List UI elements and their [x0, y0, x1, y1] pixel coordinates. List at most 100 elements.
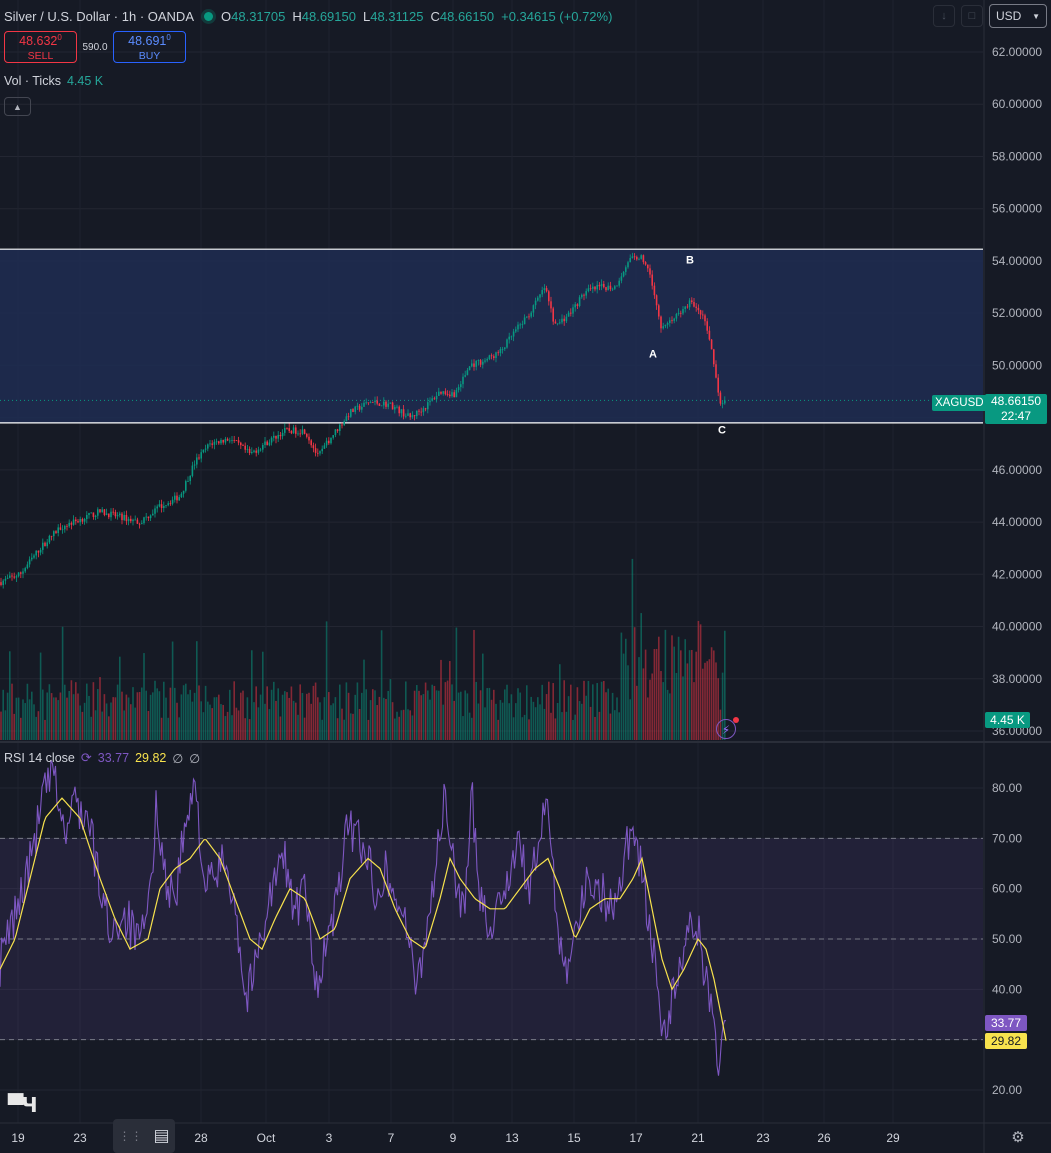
sell-price: 48.632 — [19, 34, 58, 49]
rsi-tick-label: 60.00 — [992, 882, 1022, 896]
volume-bar — [213, 697, 216, 740]
currency-select[interactable]: USD ▼ — [989, 4, 1047, 28]
candle-body — [336, 429, 339, 431]
volume-bar — [658, 636, 660, 740]
candle-body — [257, 449, 260, 453]
volume-bar — [400, 710, 403, 740]
volume-bar — [75, 682, 77, 740]
volume-bar — [609, 713, 612, 740]
rsi-legend[interactable]: RSI 14 close ⟳ 33.77 29.82 ∅ ∅ — [4, 750, 206, 766]
volume-bar — [328, 692, 330, 740]
volume-bar — [28, 699, 31, 740]
volume-bar — [33, 704, 35, 740]
volume-bar — [416, 685, 418, 740]
volume-bar — [169, 687, 172, 740]
candle-body — [706, 321, 708, 331]
volume-bar — [482, 653, 484, 740]
volume-bar — [244, 718, 246, 740]
chevron-up-icon: ▲ — [13, 101, 22, 112]
arrow-down-icon[interactable]: ↓ — [933, 5, 955, 27]
gear-icon[interactable]: ⚙ — [1011, 1129, 1025, 1146]
candle-body — [427, 402, 429, 410]
volume-bar — [121, 691, 123, 740]
volume-bar — [165, 697, 167, 740]
candle-body — [28, 559, 31, 565]
candle-body — [411, 415, 414, 418]
candle-body — [418, 410, 420, 412]
candle-body — [361, 406, 363, 410]
bottom-toolbar: ⋮⋮ ▤ — [113, 1119, 175, 1153]
volume-bar — [277, 688, 279, 740]
candle-body — [528, 316, 530, 318]
volume-bar — [211, 708, 213, 740]
sell-button[interactable]: 48.6320 SELL — [4, 31, 77, 63]
volume-bar — [189, 689, 191, 740]
image-icon[interactable]: ▤ — [153, 1126, 170, 1145]
candle-body — [352, 409, 354, 412]
volume-bar — [413, 690, 416, 740]
volume-bar — [341, 708, 343, 740]
volume-bar — [92, 682, 95, 740]
volume-bar — [548, 681, 550, 740]
volume-bar — [411, 715, 414, 740]
candle-body — [596, 284, 598, 290]
volume-bar — [532, 701, 535, 740]
volume-bar — [541, 684, 543, 740]
candle-body — [526, 316, 528, 318]
candle-body — [268, 442, 271, 446]
time-tick-label: 19 — [11, 1131, 25, 1145]
sync-icon[interactable]: ⟳ — [80, 750, 92, 765]
volume-bar — [598, 711, 601, 740]
candle-body — [363, 402, 365, 407]
candle-body — [176, 495, 178, 501]
candle-body — [281, 432, 284, 437]
volume-bar — [572, 719, 574, 740]
candle-body — [61, 529, 64, 531]
collapse-legend-button[interactable]: ▲ — [4, 97, 31, 116]
volume-bar — [218, 694, 220, 740]
volume-bar — [147, 711, 150, 740]
volume-bar — [83, 702, 86, 740]
volume-bar — [682, 676, 684, 740]
candle-body — [57, 527, 59, 534]
volume-legend[interactable]: Vol · Ticks 4.45 K — [4, 74, 103, 88]
tradingview-logo-icon[interactable]: ▀Ч — [8, 1093, 38, 1117]
candle-body — [554, 321, 557, 324]
candle-body — [200, 452, 202, 459]
volume-bar — [143, 653, 145, 740]
buy-button[interactable]: 48.6910 BUY — [113, 31, 186, 63]
notification-dot-icon — [733, 717, 739, 723]
price-tick-label: 46.00000 — [992, 463, 1042, 477]
candle-body — [534, 300, 537, 306]
lightning-icon[interactable]: ⚡ — [716, 717, 739, 739]
candle-body — [11, 575, 13, 577]
volume-bar — [336, 718, 339, 740]
volume-bar — [182, 685, 185, 740]
wave-labels: A B C — [649, 255, 726, 437]
time-tick-label: 13 — [505, 1131, 519, 1145]
drag-handle-icon[interactable]: ⋮⋮ — [118, 1129, 143, 1143]
candle-body — [556, 323, 559, 325]
fullscreen-icon[interactable]: □ — [961, 5, 983, 27]
candle-body — [330, 437, 332, 444]
candle-body — [710, 339, 713, 350]
volume-bar — [299, 684, 301, 740]
candle-body — [112, 511, 114, 513]
volume-bar — [156, 688, 158, 740]
symbol-title[interactable]: Silver / U.S. Dollar · 1h · OANDA — [4, 8, 194, 24]
candle-body — [101, 509, 103, 513]
candle-body — [638, 258, 640, 260]
candle-body — [240, 442, 242, 446]
volume-bar — [651, 673, 653, 740]
candle-body — [169, 503, 172, 505]
volume-bar — [642, 668, 645, 740]
volume-bar — [94, 710, 97, 740]
price-tick-label: 42.00000 — [992, 567, 1042, 581]
volume-bar — [176, 702, 178, 740]
candle-body — [664, 324, 667, 327]
candle-body — [202, 449, 205, 453]
volume-bar — [77, 693, 79, 740]
volume-bar — [312, 685, 315, 740]
volume-bar — [484, 707, 486, 740]
